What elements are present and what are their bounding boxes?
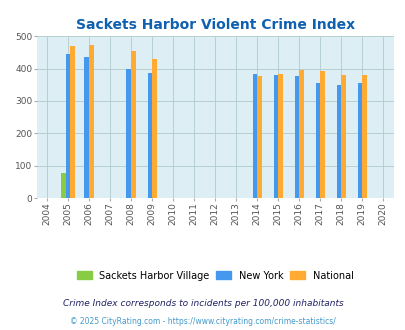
Text: © 2025 CityRating.com - https://www.cityrating.com/crime-statistics/: © 2025 CityRating.com - https://www.city… bbox=[70, 317, 335, 326]
Bar bbox=[320, 71, 324, 198]
Bar bbox=[70, 46, 75, 198]
Bar bbox=[126, 69, 131, 198]
Bar bbox=[294, 76, 298, 198]
Bar bbox=[252, 74, 257, 198]
Bar bbox=[341, 75, 345, 198]
Bar bbox=[273, 75, 277, 198]
Bar bbox=[336, 85, 341, 198]
Bar bbox=[277, 74, 282, 198]
Legend: Sackets Harbor Village, New York, National: Sackets Harbor Village, New York, Nation… bbox=[77, 271, 352, 281]
Bar bbox=[84, 57, 89, 198]
Text: Crime Index corresponds to incidents per 100,000 inhabitants: Crime Index corresponds to incidents per… bbox=[62, 299, 343, 308]
Bar bbox=[61, 173, 66, 198]
Bar bbox=[315, 82, 320, 198]
Bar bbox=[357, 82, 361, 198]
Title: Sackets Harbor Violent Crime Index: Sackets Harbor Violent Crime Index bbox=[75, 18, 354, 32]
Bar bbox=[89, 45, 94, 198]
Bar bbox=[257, 77, 261, 198]
Bar bbox=[361, 76, 366, 198]
Bar bbox=[152, 59, 156, 198]
Bar bbox=[131, 51, 135, 198]
Bar bbox=[147, 73, 152, 198]
Bar bbox=[298, 70, 303, 198]
Bar bbox=[66, 54, 70, 198]
